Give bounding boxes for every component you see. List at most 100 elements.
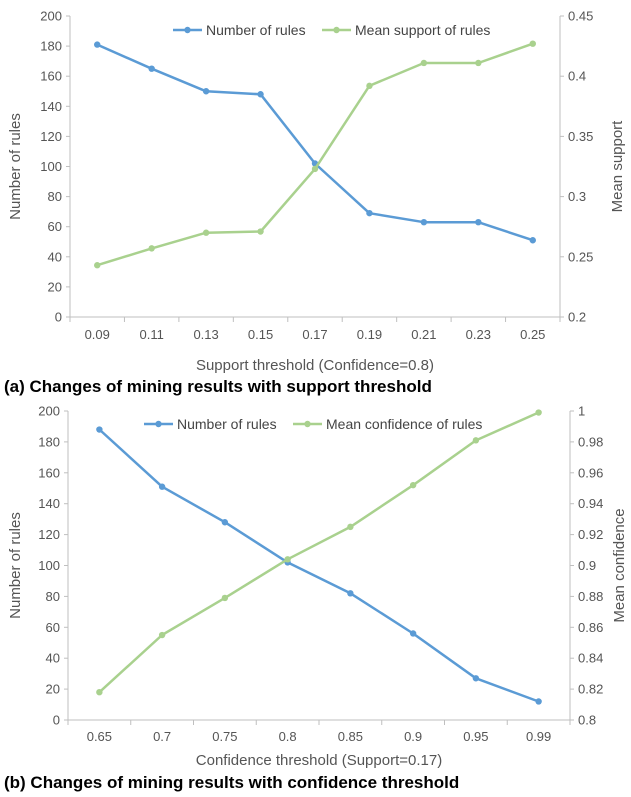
chart-a-y2-tick-label: 0.2 bbox=[568, 310, 586, 325]
chart-b-series-rules-point bbox=[347, 590, 354, 597]
chart-a-x-tick-label: 0.09 bbox=[85, 327, 110, 342]
chart-b-legend-marker-1 bbox=[304, 420, 311, 428]
chart-a-y-tick-label: 20 bbox=[48, 279, 62, 294]
chart-a-series-mean-point bbox=[257, 228, 264, 235]
chart-b-series-rules-line bbox=[98, 428, 540, 703]
chart-b-series-mean-point bbox=[221, 594, 229, 602]
chart-b-series-rules-point bbox=[535, 698, 542, 705]
chart-a-legend-marker-1 bbox=[333, 26, 340, 34]
chart-b-y2-tick-label: 0.98 bbox=[578, 434, 603, 449]
chart-b-x-tick-label: 0.8 bbox=[279, 729, 297, 744]
chart-b-y2-axis-title: Mean confidence bbox=[611, 508, 628, 622]
chart-b-series-mean-point bbox=[409, 481, 417, 489]
chart-b-y2-tick-label: 0.92 bbox=[578, 527, 603, 542]
chart-a-series-mean-point bbox=[475, 59, 482, 67]
chart-b-series-mean-point bbox=[472, 437, 480, 444]
chart-a-y2-tick-label: 0.35 bbox=[568, 129, 593, 144]
chart-a-series-rules-point bbox=[148, 65, 155, 72]
chart-b-x-tick-label: 0.65 bbox=[87, 729, 112, 744]
chart-b-y-tick-label: 20 bbox=[46, 682, 60, 697]
chart-a-x-tick-label: 0.13 bbox=[193, 327, 218, 342]
chart-b-y-tick-label: 200 bbox=[38, 404, 60, 419]
chart-b-series-mean-point bbox=[535, 409, 542, 416]
chart-b-y-tick-label: 140 bbox=[38, 496, 60, 511]
chart-a-series-mean-line bbox=[96, 42, 534, 267]
chart-a-series-rules-point bbox=[366, 209, 373, 217]
chart-a-y-tick-label: 40 bbox=[48, 249, 62, 264]
chart-b-legend-label-1: Mean confidence of rules bbox=[326, 416, 482, 432]
chart-b-x-tick-label: 0.75 bbox=[212, 729, 237, 744]
chart-a-x-axis-title: Support threshold (Confidence=0.8) bbox=[196, 357, 434, 374]
chart-a-x-tick-label: 0.17 bbox=[302, 327, 327, 342]
chart-b-y-axis-title: Number of rules bbox=[7, 512, 24, 619]
chart-a-legend-label-0: Number of rules bbox=[206, 22, 306, 38]
chart-b-series-mean-line bbox=[98, 411, 540, 694]
chart-b-y-tick-label: 0 bbox=[53, 713, 60, 728]
chart-a-x-tick-label: 0.19 bbox=[357, 327, 382, 342]
chart-a-series-rules-point bbox=[475, 218, 482, 226]
chart-b-x-tick-label: 0.7 bbox=[153, 729, 171, 744]
chart-b-series-rules-point bbox=[158, 483, 166, 490]
chart-b-y2-tick-label: 0.8 bbox=[578, 713, 596, 728]
chart-a-series-rules-point bbox=[94, 41, 101, 48]
chart-a-series-mean-point bbox=[311, 165, 319, 173]
chart-a-legend-marker-0 bbox=[184, 26, 191, 34]
chart-b-y2-tick-label: 1 bbox=[578, 404, 585, 419]
chart-a-x-tick-label: 0.11 bbox=[139, 327, 163, 342]
chart-b-x-tick-label: 0.99 bbox=[526, 729, 551, 744]
chart-b-y-tick-label: 80 bbox=[46, 589, 60, 604]
chart-b-series-rules-point bbox=[96, 426, 103, 433]
chart-a-series-mean-point bbox=[366, 82, 373, 90]
chart-b-legend-label-0: Number of rules bbox=[177, 416, 277, 432]
chart-b-y2-tick-label: 0.88 bbox=[578, 589, 603, 604]
chart-b-y2-tick-label: 0.94 bbox=[578, 496, 603, 511]
chart-a-y2-axis-title: Mean support bbox=[609, 120, 626, 213]
chart-b-series-mean-point bbox=[158, 631, 166, 639]
caption-b: (b) Changes of mining results with confi… bbox=[4, 773, 460, 792]
chart-b-series-mean-point bbox=[347, 523, 354, 531]
chart-b-series-rules-point bbox=[221, 519, 229, 526]
chart-b-legend-marker-0 bbox=[155, 420, 162, 428]
chart-a-y-tick-label: 0 bbox=[55, 310, 62, 325]
chart-b-x-tick-label: 0.85 bbox=[338, 729, 363, 744]
chart-a-y-tick-label: 60 bbox=[48, 219, 62, 234]
chart-a-y2-tick-label: 0.3 bbox=[568, 189, 586, 204]
chart-b-series-rules-point bbox=[472, 675, 480, 682]
chart-a-legend-label-1: Mean support of rules bbox=[355, 22, 490, 38]
chart-a-series-mean-point bbox=[202, 229, 210, 236]
chart-a-y-tick-label: 80 bbox=[48, 189, 62, 204]
chart-a-y-axis-title: Number of rules bbox=[7, 113, 24, 220]
chart-a-y2-tick-label: 0.45 bbox=[568, 9, 593, 24]
chart-a-y-tick-label: 200 bbox=[40, 9, 62, 24]
chart-a-series-rules-point bbox=[529, 237, 536, 244]
chart-a-x-tick-label: 0.23 bbox=[466, 327, 491, 342]
chart-a-y-tick-label: 100 bbox=[40, 159, 62, 174]
chart-b-y2-tick-label: 0.96 bbox=[578, 465, 603, 480]
chart-a-y-tick-label: 140 bbox=[40, 99, 62, 114]
chart-a-y-tick-label: 160 bbox=[40, 69, 62, 84]
chart-b-series-mean-point bbox=[96, 688, 103, 696]
chart-b-y-tick-label: 180 bbox=[38, 434, 60, 449]
chart-a-y2-tick-label: 0.4 bbox=[568, 69, 586, 84]
chart-b-series-mean-point bbox=[284, 556, 291, 563]
chart-a-x-tick-label: 0.15 bbox=[248, 327, 273, 342]
chart-b-x-tick-label: 0.95 bbox=[463, 729, 488, 744]
chart-a-x-tick-label: 0.21 bbox=[411, 327, 436, 342]
chart-b-x-axis-title: Confidence threshold (Support=0.17) bbox=[196, 752, 442, 769]
chart-a-series-mean-point bbox=[529, 40, 536, 47]
chart-a-series-rules-point bbox=[420, 218, 428, 226]
chart-a-x-tick-label: 0.25 bbox=[520, 327, 545, 342]
chart-a-y2-tick-label: 0.25 bbox=[568, 249, 593, 264]
chart-a-series-mean-point bbox=[420, 59, 428, 67]
chart-b-y-tick-label: 120 bbox=[38, 527, 60, 542]
chart-b-y-tick-label: 40 bbox=[46, 651, 60, 666]
chart-b-y2-tick-label: 0.9 bbox=[578, 558, 596, 573]
chart-b-y-tick-label: 60 bbox=[46, 620, 60, 635]
chart-b-series-rules-point bbox=[409, 630, 417, 637]
chart-b-y2-tick-label: 0.86 bbox=[578, 620, 603, 635]
chart-b-y-tick-label: 160 bbox=[38, 465, 60, 480]
chart-b-y2-tick-label: 0.82 bbox=[578, 682, 603, 697]
chart-a-y-tick-label: 120 bbox=[40, 129, 62, 144]
chart-b-y2-tick-label: 0.84 bbox=[578, 651, 603, 666]
